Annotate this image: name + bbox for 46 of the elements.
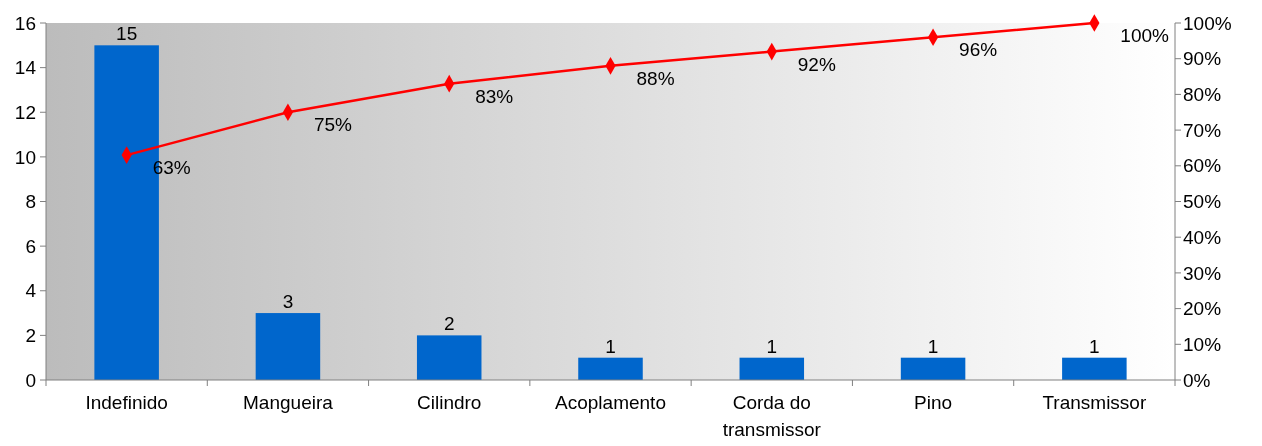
x-tick-label: Cilindro xyxy=(417,392,482,413)
y2-tick-label: 30% xyxy=(1183,262,1222,284)
y-tick-label: 14 xyxy=(14,57,37,79)
y-tick-label: 2 xyxy=(25,325,36,347)
x-tick-label: Indefinido xyxy=(85,392,168,413)
data-label: 15 xyxy=(116,23,138,45)
y-tick-label: 4 xyxy=(25,280,37,302)
y2-tick-label: 80% xyxy=(1183,84,1222,106)
data-label: 96% xyxy=(959,39,998,61)
bar xyxy=(739,357,805,380)
y2-tick-label: 70% xyxy=(1183,119,1222,141)
y-tick-label: 6 xyxy=(25,235,36,257)
y-tick-label: 12 xyxy=(14,101,36,123)
data-label: 1 xyxy=(766,335,778,357)
y2-tick-label: 40% xyxy=(1183,226,1222,248)
bar xyxy=(578,357,643,380)
x-tick-label: Corda do transmissor xyxy=(722,392,822,440)
data-label: 1 xyxy=(605,335,616,357)
data-label: 2 xyxy=(443,313,455,335)
y-tick-label: 8 xyxy=(25,191,36,213)
data-label: 1 xyxy=(1089,335,1100,357)
y-tick-label: 16 xyxy=(14,12,36,34)
y-tick-label: 0 xyxy=(25,369,36,391)
data-label: 75% xyxy=(313,114,353,136)
data-label: 100% xyxy=(1120,25,1170,46)
x-tick-label: Acoplamento xyxy=(555,392,666,413)
x-tick-label: Mangueira xyxy=(243,392,334,413)
y2-tick-label: 60% xyxy=(1183,155,1222,177)
y-tick-label: 10 xyxy=(14,146,36,168)
data-label: 92% xyxy=(797,53,836,75)
data-label: 83% xyxy=(475,85,514,107)
y2-tick-label: 100% xyxy=(1183,12,1232,34)
bar xyxy=(416,335,482,380)
data-label: 3 xyxy=(282,291,294,313)
bar xyxy=(900,357,966,380)
y2-tick-label: 20% xyxy=(1183,298,1222,320)
y2-tick-label: 0% xyxy=(1183,369,1211,391)
bar xyxy=(1062,357,1127,380)
data-label: 88% xyxy=(636,67,675,89)
y2-tick-label: 90% xyxy=(1183,48,1222,70)
y2-tick-label: 10% xyxy=(1183,333,1222,355)
x-tick-label: Pino xyxy=(914,392,953,413)
y2-tick-label: 50% xyxy=(1183,191,1222,213)
x-tick-label: Transmissor xyxy=(1042,392,1147,413)
bar xyxy=(255,313,321,380)
data-label: 1 xyxy=(927,335,939,357)
